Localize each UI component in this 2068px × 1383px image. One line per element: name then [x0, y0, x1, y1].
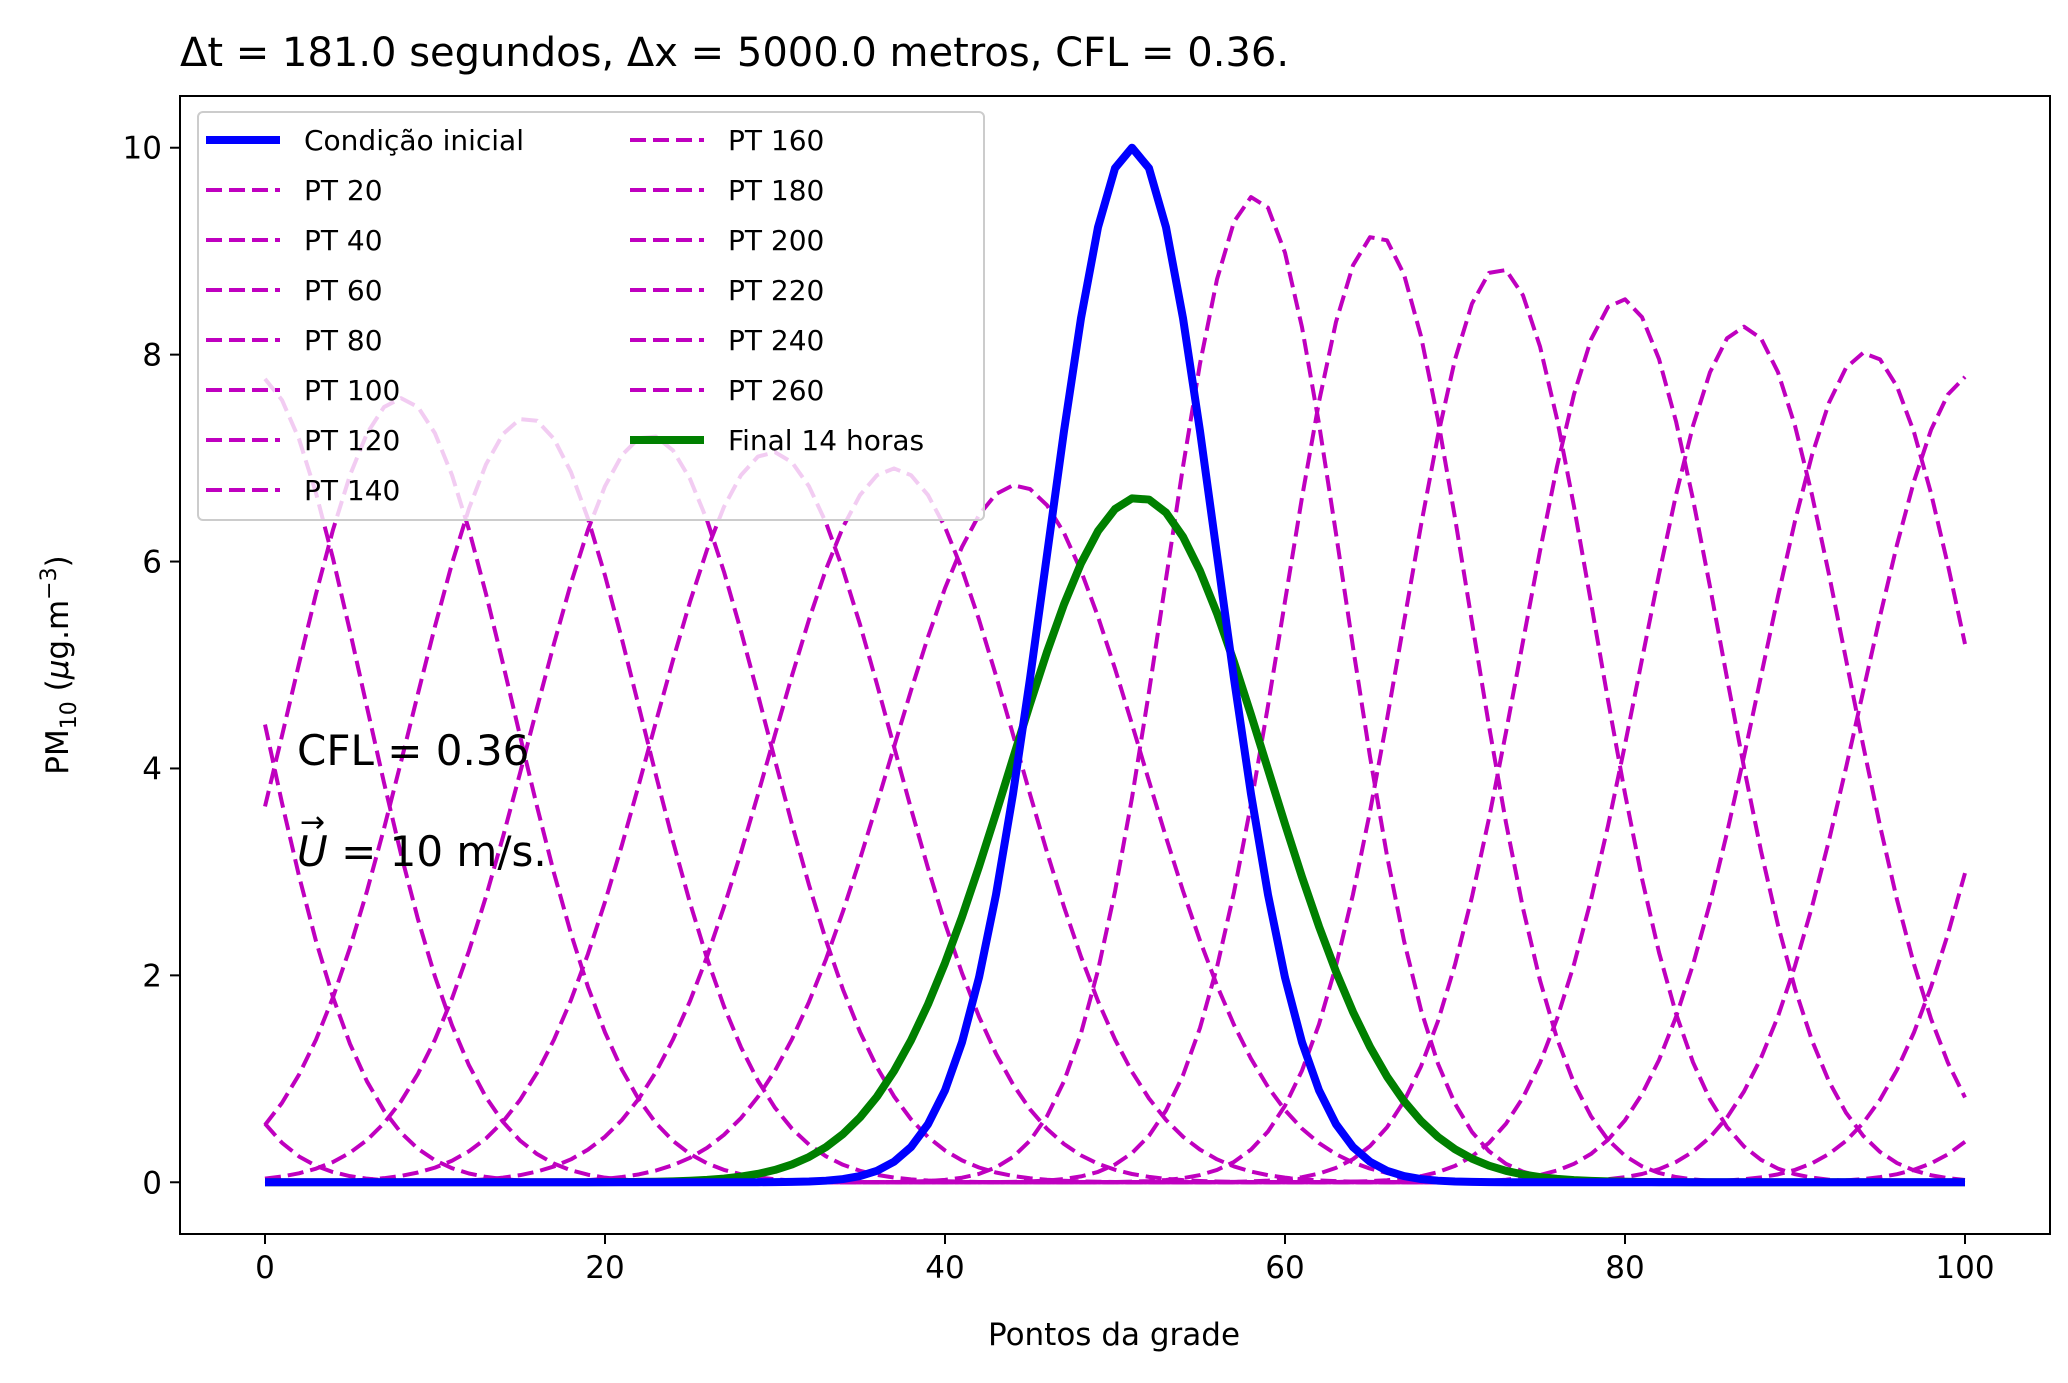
y-axis-label-close: ) — [40, 555, 76, 567]
annotation-wind-variable: U — [297, 827, 328, 876]
legend-label-pt-160: PT 160 — [728, 124, 824, 157]
legend-label-pt-180: PT 180 — [728, 174, 824, 207]
legend-label-pt-220: PT 220 — [728, 274, 824, 307]
annotation-wind-value: = 10 m/s. — [328, 827, 547, 876]
series-line-pt-200 — [264, 434, 1966, 1185]
legend-box — [197, 111, 985, 521]
y-axis-label-mu: μ — [40, 660, 76, 681]
annotation-wind-arrow: → — [300, 805, 325, 840]
y-axis-label-superscript: −3 — [37, 567, 62, 599]
legend-label-pt-40: PT 40 — [304, 224, 383, 257]
legend-label-pt-120: PT 120 — [304, 424, 400, 457]
legend-label-condicao-inicial: Condição inicial — [304, 124, 524, 157]
y-tick-label: 0 — [142, 1165, 162, 1201]
legend-label-pt-200: PT 200 — [728, 224, 824, 257]
y-axis-label-main: PM — [40, 729, 76, 774]
legend-label-pt-60: PT 60 — [304, 274, 383, 307]
legend-label-pt-20: PT 20 — [304, 174, 383, 207]
y-axis-label-paren: ( — [40, 679, 76, 701]
y-tick-label: 6 — [142, 545, 162, 581]
y-axis-ticks: 0 2 4 6 8 10 — [123, 131, 180, 1201]
legend-label-pt-100: PT 100 — [304, 374, 400, 407]
x-tick-label: 60 — [1265, 1250, 1304, 1286]
plot-frame — [179, 95, 2051, 1235]
legend-label-pt-140: PT 140 — [304, 474, 400, 507]
chart-title: Δt = 181.0 segundos, Δx = 5000.0 metros,… — [180, 30, 1289, 76]
series-line-condicao-inicial — [265, 143, 1965, 1187]
legend-label-final-14-horas: Final 14 horas — [728, 424, 924, 457]
y-tick-label: 10 — [123, 131, 162, 167]
x-tick-label: 80 — [1605, 1250, 1644, 1286]
y-tick-label: 8 — [142, 338, 162, 374]
y-tick-label: 2 — [142, 958, 162, 994]
x-tick-label: 100 — [1935, 1250, 1994, 1286]
y-axis-label-unit: g.m — [40, 600, 76, 660]
x-tick-label: 40 — [925, 1250, 964, 1286]
y-axis-label-subscript: 10 — [57, 701, 82, 729]
series-line-pt-240 — [265, 466, 1965, 1185]
legend-label-pt-260: PT 260 — [728, 374, 824, 407]
legend-label-pt-240: PT 240 — [728, 324, 824, 357]
x-tick-label: 0 — [255, 1250, 275, 1286]
x-axis-ticks: 0 20 40 60 80 100 — [255, 1234, 1995, 1286]
legend-label-pt-80: PT 80 — [304, 324, 383, 357]
y-tick-label: 4 — [142, 751, 162, 787]
annotation-wind: U = 10 m/s. — [297, 827, 547, 876]
annotation-cfl: CFL = 0.36 — [297, 726, 529, 775]
x-axis-label: Pontos da grade — [988, 1317, 1240, 1353]
y-axis-label: PM10 (μg.m−3) — [37, 555, 82, 774]
x-tick-label: 20 — [585, 1250, 624, 1286]
series-lines — [263, 143, 1967, 1187]
legend: Condição inicial PT 20 PT 40 PT 60 PT 80 PT 1… — [197, 111, 985, 521]
